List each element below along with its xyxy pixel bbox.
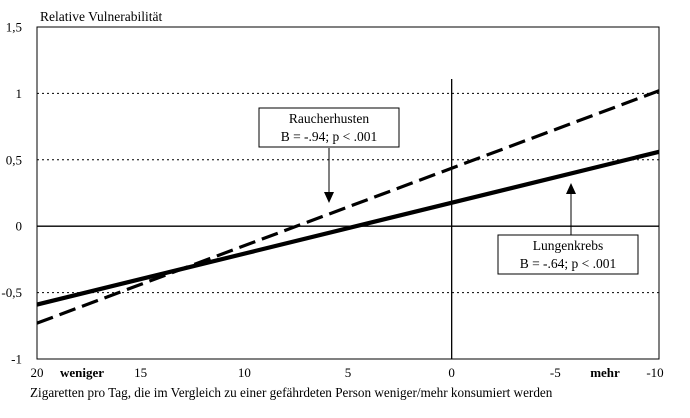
plot-frame [36, 26, 660, 360]
y-tick-label: 1,5 [6, 20, 22, 35]
grid [37, 92, 659, 294]
y-tick-label: -1 [11, 352, 22, 367]
annotation-stat-raucherhusten: B = -.94; p < .001 [281, 129, 378, 144]
x-side-label-left: weniger [60, 365, 104, 380]
x-tick-label: -10 [646, 365, 663, 380]
annotation-title-lungenkrebs: Lungenkrebs [533, 238, 603, 253]
annotation-box-lungenkrebs [497, 234, 639, 275]
annotation-stat-lungenkrebs: B = -.64; p < .001 [520, 256, 617, 271]
x-tick-label: -5 [550, 365, 561, 380]
annotation-arrowhead-raucherhusten [324, 192, 334, 203]
x-tick-label: 0 [448, 365, 455, 380]
annotation-title-raucherhusten: Raucherhusten [289, 111, 369, 126]
annotation-arrowhead-lungenkrebs [566, 183, 576, 194]
series-line-lungenkrebs [36, 149, 660, 307]
x-tick-label: 15 [134, 365, 147, 380]
y-axis-label: Relative Vulnerabilität [40, 9, 163, 24]
y-tick-label: 0 [16, 219, 23, 234]
series-layer [36, 89, 660, 325]
y-tick-label: 1 [16, 86, 23, 101]
annotation-box-raucherhusten [258, 107, 400, 148]
x-tick-label: 5 [345, 365, 352, 380]
x-tick-label: 20 [31, 365, 44, 380]
annotation-raucherhusten: Raucherhusten B = -.94; p < .001 [258, 107, 400, 203]
x-side-label-right: mehr [590, 365, 620, 380]
series-line-raucherhusten [36, 89, 660, 325]
annotation-lungenkrebs: Lungenkrebs B = -.64; p < .001 [497, 183, 639, 275]
y-tick-label: 0,5 [6, 152, 22, 167]
x-tick-label: 10 [238, 365, 251, 380]
y-tick-label: -0,5 [1, 285, 22, 300]
tick-labels: -1 -0,5 0 0,5 1 1,5 20 15 10 5 0 -5 -10 [1, 20, 663, 381]
x-axis-label: Zigaretten pro Tag, die im Vergleich zu … [30, 385, 553, 400]
